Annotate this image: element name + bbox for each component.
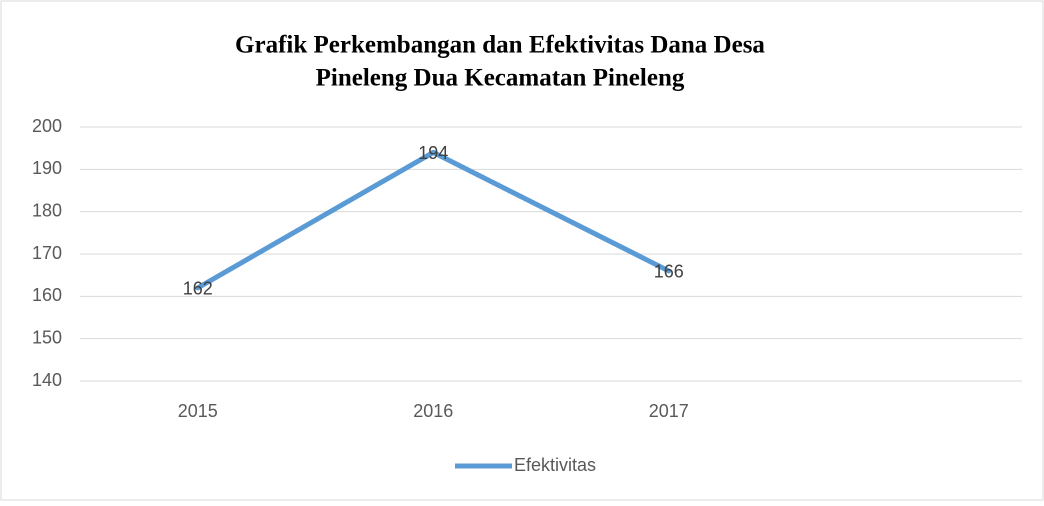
data-label: 194 <box>418 143 448 163</box>
y-tick-label: 190 <box>32 158 62 178</box>
y-tick-label: 180 <box>32 200 62 220</box>
data-label: 166 <box>654 262 684 282</box>
chart-title: Pineleng Dua Kecamatan Pineleng <box>316 65 685 92</box>
y-tick-label: 150 <box>32 327 62 347</box>
x-tick-label: 2016 <box>413 401 453 421</box>
y-tick-label: 160 <box>32 285 62 305</box>
x-tick-label: 2017 <box>649 401 689 421</box>
y-tick-label: 170 <box>32 243 62 263</box>
x-tick-label: 2015 <box>178 401 218 421</box>
data-label: 162 <box>183 279 213 299</box>
legend-label: Efektivitas <box>514 455 596 475</box>
line <box>195 149 672 291</box>
y-tick-label: 140 <box>32 370 62 390</box>
chart-title: Grafik Perkembangan dan Efektivitas Dana… <box>235 32 765 59</box>
y-tick-label: 200 <box>32 116 62 136</box>
